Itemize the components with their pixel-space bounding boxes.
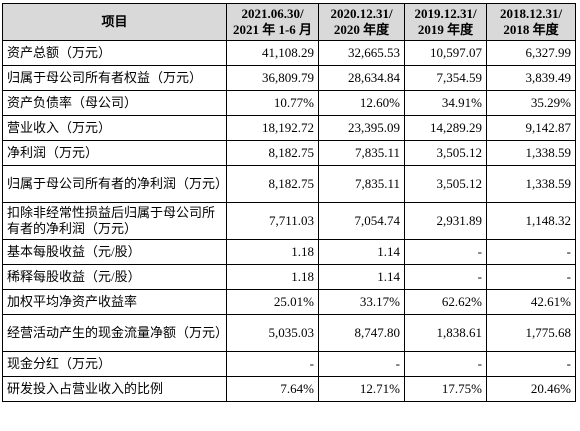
cell-value: 33.17% xyxy=(318,289,405,315)
row-label: 扣除非经常性损益后归属于母公司所有者的净利润（万元） xyxy=(2,202,227,240)
cell-value: 32,665.53 xyxy=(318,40,405,66)
header-line1: 2021.06.30/ xyxy=(241,6,304,21)
cell-value: 10.77% xyxy=(226,90,319,116)
cell-value: 7,835.11 xyxy=(318,165,405,203)
row-label: 基本每股收益（元/股） xyxy=(2,239,227,265)
cell-value: 18,192.72 xyxy=(226,115,319,141)
cell-value: 42.61% xyxy=(486,289,576,315)
cell-value: 1.18 xyxy=(226,239,319,265)
table-header-row: 项目 2021.06.30/2021 年 1-6 月 2020.12.31/20… xyxy=(2,3,576,41)
table-row: 基本每股收益（元/股） 1.18 1.14 - - xyxy=(2,239,576,265)
cell-value: 25.01% xyxy=(226,289,319,315)
row-label: 现金分红（万元） xyxy=(2,351,227,377)
row-label: 资产总额（万元） xyxy=(2,40,227,66)
table-row: 归属于母公司所有者权益（万元） 36,809.79 28,634.84 7,35… xyxy=(2,65,576,91)
cell-value: - xyxy=(486,264,576,290)
table-row: 加权平均净资产收益率 25.01% 33.17% 62.62% 42.61% xyxy=(2,289,576,315)
header-2019: 2019.12.31/2019 年度 xyxy=(404,3,487,41)
cell-value: 7.64% xyxy=(226,376,319,402)
cell-value: - xyxy=(404,351,487,377)
row-label: 归属于母公司所有者的净利润（万元） xyxy=(2,165,227,203)
row-label: 稀释每股收益（元/股） xyxy=(2,264,227,290)
row-label: 资产负债率（母公司） xyxy=(2,90,227,116)
row-label: 归属于母公司所有者权益（万元） xyxy=(2,65,227,91)
cell-value: - xyxy=(318,351,405,377)
cell-value: 1,838.61 xyxy=(404,314,487,352)
cell-value: 1,338.59 xyxy=(486,165,576,203)
table-row: 研发投入占营业收入的比例 7.64% 12.71% 17.75% 20.46% xyxy=(2,376,576,402)
cell-value: 14,289.29 xyxy=(404,115,487,141)
cell-value: 7,711.03 xyxy=(226,202,319,240)
cell-value: 1,338.59 xyxy=(486,140,576,166)
table-row: 净利润（万元） 8,182.75 7,835.11 3,505.12 1,338… xyxy=(2,140,576,166)
header-line1: 2018.12.31/ xyxy=(499,6,563,21)
row-label: 净利润（万元） xyxy=(2,140,227,166)
header-2018: 2018.12.31/2018 年度 xyxy=(486,3,576,41)
cell-value: 10,597.07 xyxy=(404,40,487,66)
header-2020: 2020.12.31/2020 年度 xyxy=(318,3,405,41)
cell-value: 1.14 xyxy=(318,239,405,265)
cell-value: 7,354.59 xyxy=(404,65,487,91)
header-line2: 2021 年 1-6 月 xyxy=(232,22,313,37)
cell-value: 62.62% xyxy=(404,289,487,315)
header-item: 项目 xyxy=(2,3,227,41)
cell-value: - xyxy=(404,264,487,290)
header-line2: 2019 年度 xyxy=(417,22,474,37)
table-row: 经营活动产生的现金流量净额（万元） 5,035.03 8,747.80 1,83… xyxy=(2,314,576,352)
table-row: 资产负债率（母公司） 10.77% 12.60% 34.91% 35.29% xyxy=(2,90,576,116)
table-row: 扣除非经常性损益后归属于母公司所有者的净利润（万元） 7,711.03 7,05… xyxy=(2,202,576,240)
cell-value: - xyxy=(404,239,487,265)
cell-value: 12.60% xyxy=(318,90,405,116)
cell-value: 9,142.87 xyxy=(486,115,576,141)
cell-value: 23,395.09 xyxy=(318,115,405,141)
header-line2: 2018 年度 xyxy=(503,22,559,37)
cell-value: 3,505.12 xyxy=(404,165,487,203)
row-label: 经营活动产生的现金流量净额（万元） xyxy=(2,314,227,352)
cell-value: 3,839.49 xyxy=(486,65,576,91)
cell-value: 34.91% xyxy=(404,90,487,116)
table-row: 现金分红（万元） - - - - xyxy=(2,351,576,377)
cell-value: 36,809.79 xyxy=(226,65,319,91)
cell-value: 1,775.68 xyxy=(486,314,576,352)
cell-value: - xyxy=(486,239,576,265)
cell-value: 8,182.75 xyxy=(226,165,319,203)
header-line1: 2019.12.31/ xyxy=(414,6,477,21)
cell-value: 1.18 xyxy=(226,264,319,290)
financial-summary-table: 项目 2021.06.30/2021 年 1-6 月 2020.12.31/20… xyxy=(2,3,576,402)
cell-value: - xyxy=(226,351,319,377)
cell-value: 8,747.80 xyxy=(318,314,405,352)
table-row: 营业收入（万元） 18,192.72 23,395.09 14,289.29 9… xyxy=(2,115,576,141)
cell-value: 17.75% xyxy=(404,376,487,402)
cell-value: 1.14 xyxy=(318,264,405,290)
cell-value: 1,148.32 xyxy=(486,202,576,240)
header-line2: 2020 年度 xyxy=(333,22,390,37)
header-item-text: 项目 xyxy=(101,14,128,29)
cell-value: 35.29% xyxy=(486,90,576,116)
cell-value: 2,931.89 xyxy=(404,202,487,240)
cell-value: 28,634.84 xyxy=(318,65,405,91)
table-row: 稀释每股收益（元/股） 1.18 1.14 - - xyxy=(2,264,576,290)
cell-value: 8,182.75 xyxy=(226,140,319,166)
cell-value: 7,835.11 xyxy=(318,140,405,166)
cell-value: 7,054.74 xyxy=(318,202,405,240)
row-label: 加权平均净资产收益率 xyxy=(2,289,227,315)
cell-value: 12.71% xyxy=(318,376,405,402)
cell-value: 5,035.03 xyxy=(226,314,319,352)
cell-value: 41,108.29 xyxy=(226,40,319,66)
row-label: 营业收入（万元） xyxy=(2,115,227,141)
cell-value: 20.46% xyxy=(486,376,576,402)
cell-value: 6,327.99 xyxy=(486,40,576,66)
cell-value: 3,505.12 xyxy=(404,140,487,166)
row-label: 研发投入占营业收入的比例 xyxy=(2,376,227,402)
header-2021h1: 2021.06.30/2021 年 1-6 月 xyxy=(226,3,319,41)
table-row: 资产总额（万元） 41,108.29 32,665.53 10,597.07 6… xyxy=(2,40,576,66)
cell-value: - xyxy=(486,351,576,377)
table-row: 归属于母公司所有者的净利润（万元） 8,182.75 7,835.11 3,50… xyxy=(2,165,576,203)
header-line1: 2020.12.31/ xyxy=(330,6,393,21)
